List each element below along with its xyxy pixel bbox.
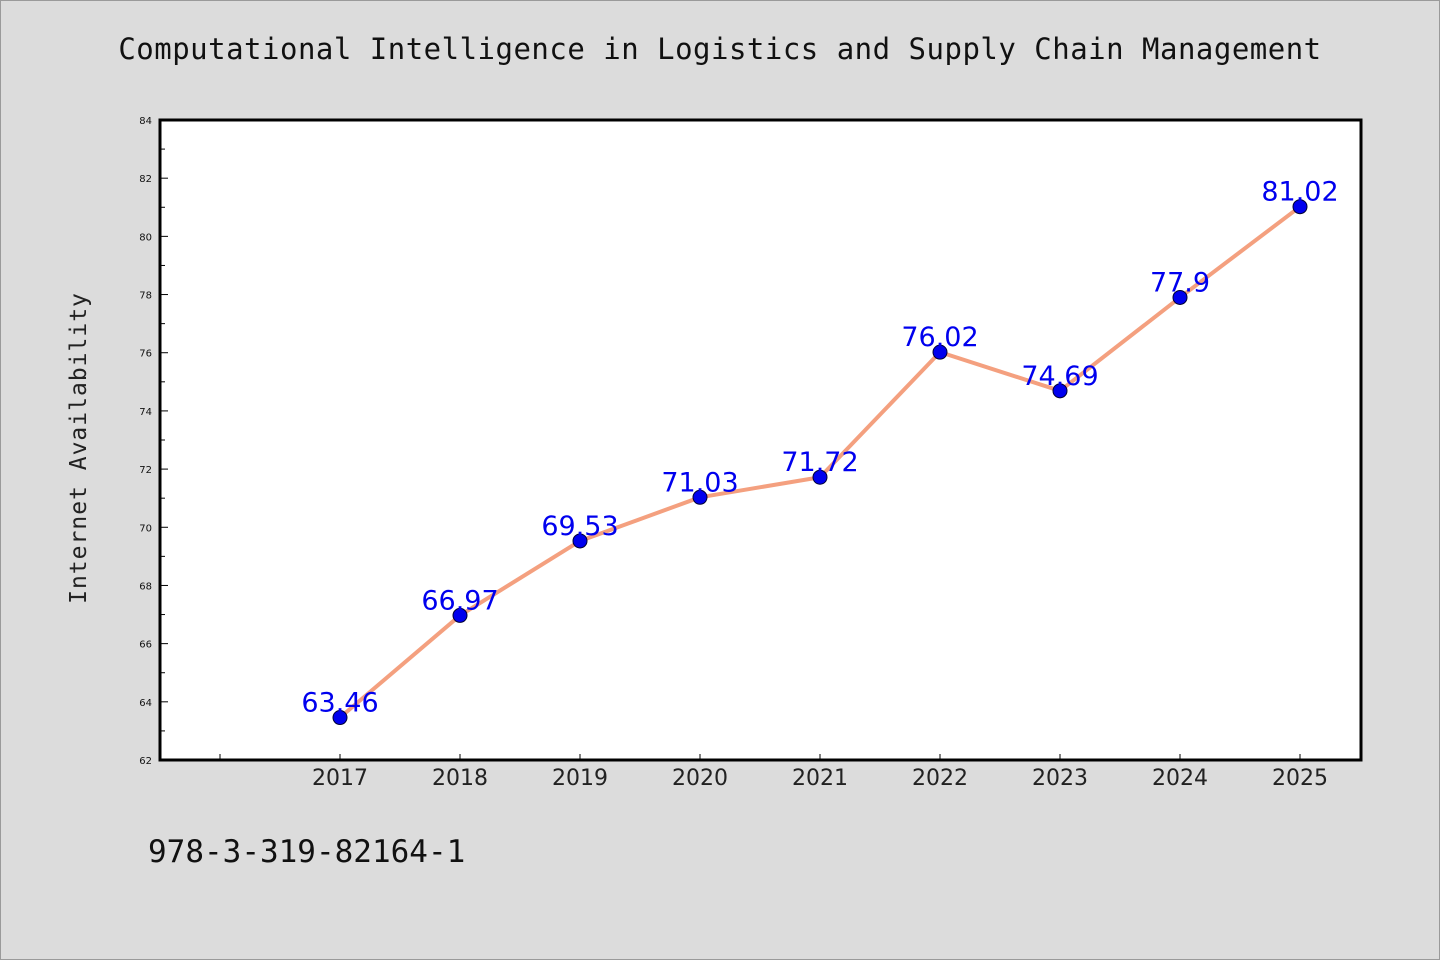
data-label: 77.9	[1150, 267, 1210, 298]
y-tick-label: 78	[139, 291, 152, 302]
data-label: 69.53	[541, 511, 618, 542]
y-tick-label: 84	[139, 116, 152, 127]
data-label: 81.02	[1261, 177, 1338, 208]
data-point	[572, 533, 588, 549]
data-point	[812, 469, 828, 485]
data-point	[452, 607, 468, 623]
data-labels: 63.46 66.97 69.53 71.03 71.72 76.02 74.69 77.9 8…	[301, 177, 1338, 719]
x-tick-label: 2020	[672, 766, 728, 791]
y-tick-label: 70	[139, 523, 152, 534]
series-markers	[332, 199, 1308, 726]
x-tick-label: 2017	[312, 766, 368, 791]
y-tick-label: 82	[139, 174, 152, 185]
y-tick-label: 76	[139, 349, 152, 360]
x-tick-label: 2024	[1152, 766, 1208, 791]
data-point	[1292, 199, 1308, 215]
x-tick-label: 2023	[1032, 766, 1088, 791]
data-label: 66.97	[421, 585, 498, 616]
plot-frame	[158, 118, 1363, 762]
y-tick-label: 68	[139, 581, 152, 592]
y-tick-label: 74	[139, 407, 152, 418]
data-label: 74.69	[1021, 361, 1098, 392]
x-tick-label: 2021	[792, 766, 848, 791]
x-tick-label: 2019	[552, 766, 608, 791]
y-tick-label: 72	[139, 465, 152, 476]
x-tick-label: 2025	[1272, 766, 1328, 791]
data-label: 71.72	[781, 447, 858, 478]
footer-code: 978-3-319-82164-1	[148, 834, 466, 870]
y-tick-label: 66	[139, 640, 152, 651]
data-label: 76.02	[901, 322, 978, 353]
x-tick-label: 2022	[912, 766, 968, 791]
data-point	[692, 489, 708, 505]
y-tick-label: 80	[139, 232, 152, 243]
data-point	[332, 710, 348, 726]
x-tick-label: 2018	[432, 766, 488, 791]
data-point	[1172, 289, 1188, 305]
data-label: 71.03	[661, 467, 738, 498]
y-tick-label: 62	[139, 756, 152, 767]
y-tick-label: 64	[139, 698, 152, 709]
data-point	[932, 344, 948, 360]
chart-title: Computational Intelligence in Logistics …	[118, 32, 1322, 66]
data-label: 63.46	[301, 688, 378, 719]
plot-area	[160, 120, 1361, 760]
axis-ticks: 62 64 66 68 70 72 74 76 78 80 82 84 2017 2018 2019 2020…	[139, 116, 1328, 791]
y-axis-title: Internet Availability	[66, 292, 92, 604]
data-point	[1052, 383, 1068, 399]
